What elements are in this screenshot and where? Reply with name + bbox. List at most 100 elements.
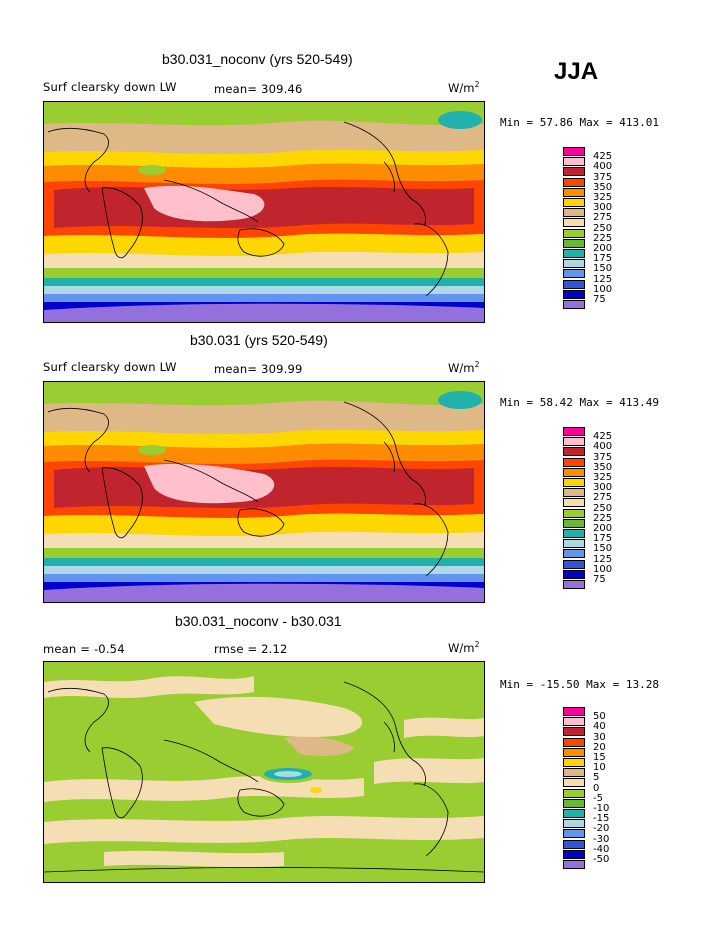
panel-3-map-svg <box>44 662 484 882</box>
panel-2-map <box>43 381 485 603</box>
colorbar-swatch <box>563 457 585 467</box>
colorbar-swatch <box>563 580 585 589</box>
colorbar-swatch <box>563 437 585 447</box>
colorbar-swatch <box>563 167 585 177</box>
colorbar-tick-label: 225 <box>593 232 613 244</box>
colorbar-tick-label: -50 <box>593 854 610 865</box>
colorbar-swatch <box>563 737 585 747</box>
colorbar-tick-label: 300 <box>593 482 613 494</box>
colorbar-swatch <box>563 427 585 436</box>
panel-1-title: b30.031_noconv (yrs 520-549) <box>162 51 353 67</box>
colorbar-swatch <box>563 147 585 156</box>
colorbar-swatch <box>563 778 585 788</box>
colorbar-tick-label: 400 <box>593 161 613 173</box>
panel-1-units: W/m2 <box>448 80 480 95</box>
panel-3-rmse-label: rmse = 2.12 <box>214 642 288 656</box>
colorbar-tick-label: 15 <box>593 752 606 763</box>
colorbar-swatch <box>563 289 585 299</box>
colorbar-swatch <box>563 727 585 737</box>
colorbar-tick-label: 175 <box>593 253 613 265</box>
colorbar-swatch <box>563 518 585 528</box>
colorbar-swatch <box>563 849 585 859</box>
colorbar-swatch <box>563 187 585 197</box>
colorbar-swatch <box>563 798 585 808</box>
colorbar-swatch <box>563 488 585 498</box>
colorbar-swatch <box>563 839 585 849</box>
colorbar-tick-label: 40 <box>593 721 606 733</box>
colorbar-tick-label: 20 <box>593 741 606 753</box>
colorbar-swatch <box>563 218 585 228</box>
panel-1-map-svg <box>44 102 484 322</box>
colorbar-tick-label: 425 <box>593 431 613 443</box>
colorbar-tick-label: 125 <box>593 553 613 565</box>
colorbar-swatch <box>563 279 585 289</box>
colorbar-tick-label: 10 <box>593 762 606 774</box>
colorbar-tick-label: 150 <box>593 263 613 275</box>
colorbar-swatch <box>563 569 585 579</box>
colorbar-swatch <box>563 559 585 569</box>
colorbar-tick-label: 30 <box>593 731 606 743</box>
colorbar-tick-label: 150 <box>593 543 613 555</box>
colorbar-tick-label: 275 <box>593 492 613 504</box>
colorbar-swatch <box>563 529 585 538</box>
panel-1-map <box>43 101 485 323</box>
colorbar-swatch <box>563 549 585 559</box>
panel-1-variable-label: Surf clearsky down LW <box>43 80 177 94</box>
colorbar-tick-label: 125 <box>593 273 613 285</box>
colorbar-swatch <box>563 717 585 727</box>
colorbar-swatch <box>563 758 585 767</box>
colorbar-tick-label: 250 <box>593 502 613 514</box>
colorbar-swatch <box>563 747 585 757</box>
colorbar-tick-label: 100 <box>593 283 613 295</box>
panel-1-minmax: Min = 57.86 Max = 413.01 <box>500 116 659 129</box>
colorbar-tick-label: 400 <box>593 441 613 453</box>
panel-1-mean-label: mean= 309.46 <box>214 82 303 96</box>
colorbar-tick-label: 425 <box>593 151 613 163</box>
colorbar-swatch <box>563 860 585 869</box>
panel-2-units: W/m2 <box>448 360 480 375</box>
colorbar-swatch <box>563 157 585 167</box>
colorbar-swatch <box>563 829 585 839</box>
panel-3-mean-label: mean = -0.54 <box>43 642 125 656</box>
colorbar-swatch <box>563 259 585 269</box>
panel-3-units: W/m2 <box>448 640 480 655</box>
colorbar-swatch <box>563 478 585 487</box>
colorbar-swatch <box>563 447 585 457</box>
colorbar-tick-label: 375 <box>593 451 613 463</box>
colorbar-tick-label: 0 <box>593 782 600 794</box>
colorbar-tick-label: 5 <box>593 772 600 784</box>
panel-2-variable-label: Surf clearsky down LW <box>43 360 177 374</box>
colorbar-swatch <box>563 539 585 549</box>
colorbar-tick-label: 75 <box>593 574 606 585</box>
colorbar-swatch <box>563 809 585 818</box>
colorbar-swatch <box>563 269 585 279</box>
colorbar-swatch <box>563 788 585 798</box>
colorbar-tick-label: 350 <box>593 461 613 473</box>
colorbar-tick-label: 300 <box>593 202 613 214</box>
colorbar-tick-label: -20 <box>593 823 610 835</box>
colorbar-tick-label: 200 <box>593 243 613 254</box>
panel-3-minmax: Min = -15.50 Max = 13.28 <box>500 678 659 691</box>
colorbar-swatch <box>563 300 585 309</box>
colorbar-swatch <box>563 177 585 187</box>
colorbar-tick-label: 225 <box>593 512 613 524</box>
colorbar-tick-label: -10 <box>593 803 610 814</box>
panel-2-map-svg <box>44 382 484 602</box>
panel-2-mean-label: mean= 309.99 <box>214 362 303 376</box>
colorbar-swatch <box>563 249 585 258</box>
colorbar-tick-label: -30 <box>593 833 610 845</box>
colorbar-swatch <box>563 768 585 778</box>
colorbar-tick-label: -15 <box>593 813 610 825</box>
colorbar-swatch <box>563 707 585 716</box>
colorbar-tick-label: -40 <box>593 843 610 855</box>
panel-2-minmax: Min = 58.42 Max = 413.49 <box>500 396 659 409</box>
colorbar-tick-label: 275 <box>593 212 613 224</box>
colorbar-tick-label: 50 <box>593 711 606 723</box>
colorbar-tick-label: 100 <box>593 563 613 575</box>
colorbar-swatch <box>563 819 585 829</box>
colorbar-tick-label: 250 <box>593 222 613 234</box>
colorbar-swatch <box>563 467 585 477</box>
panel-2-title: b30.031 (yrs 520-549) <box>190 332 328 348</box>
colorbar-tick-label: 75 <box>593 294 606 305</box>
colorbar-swatch <box>563 238 585 248</box>
